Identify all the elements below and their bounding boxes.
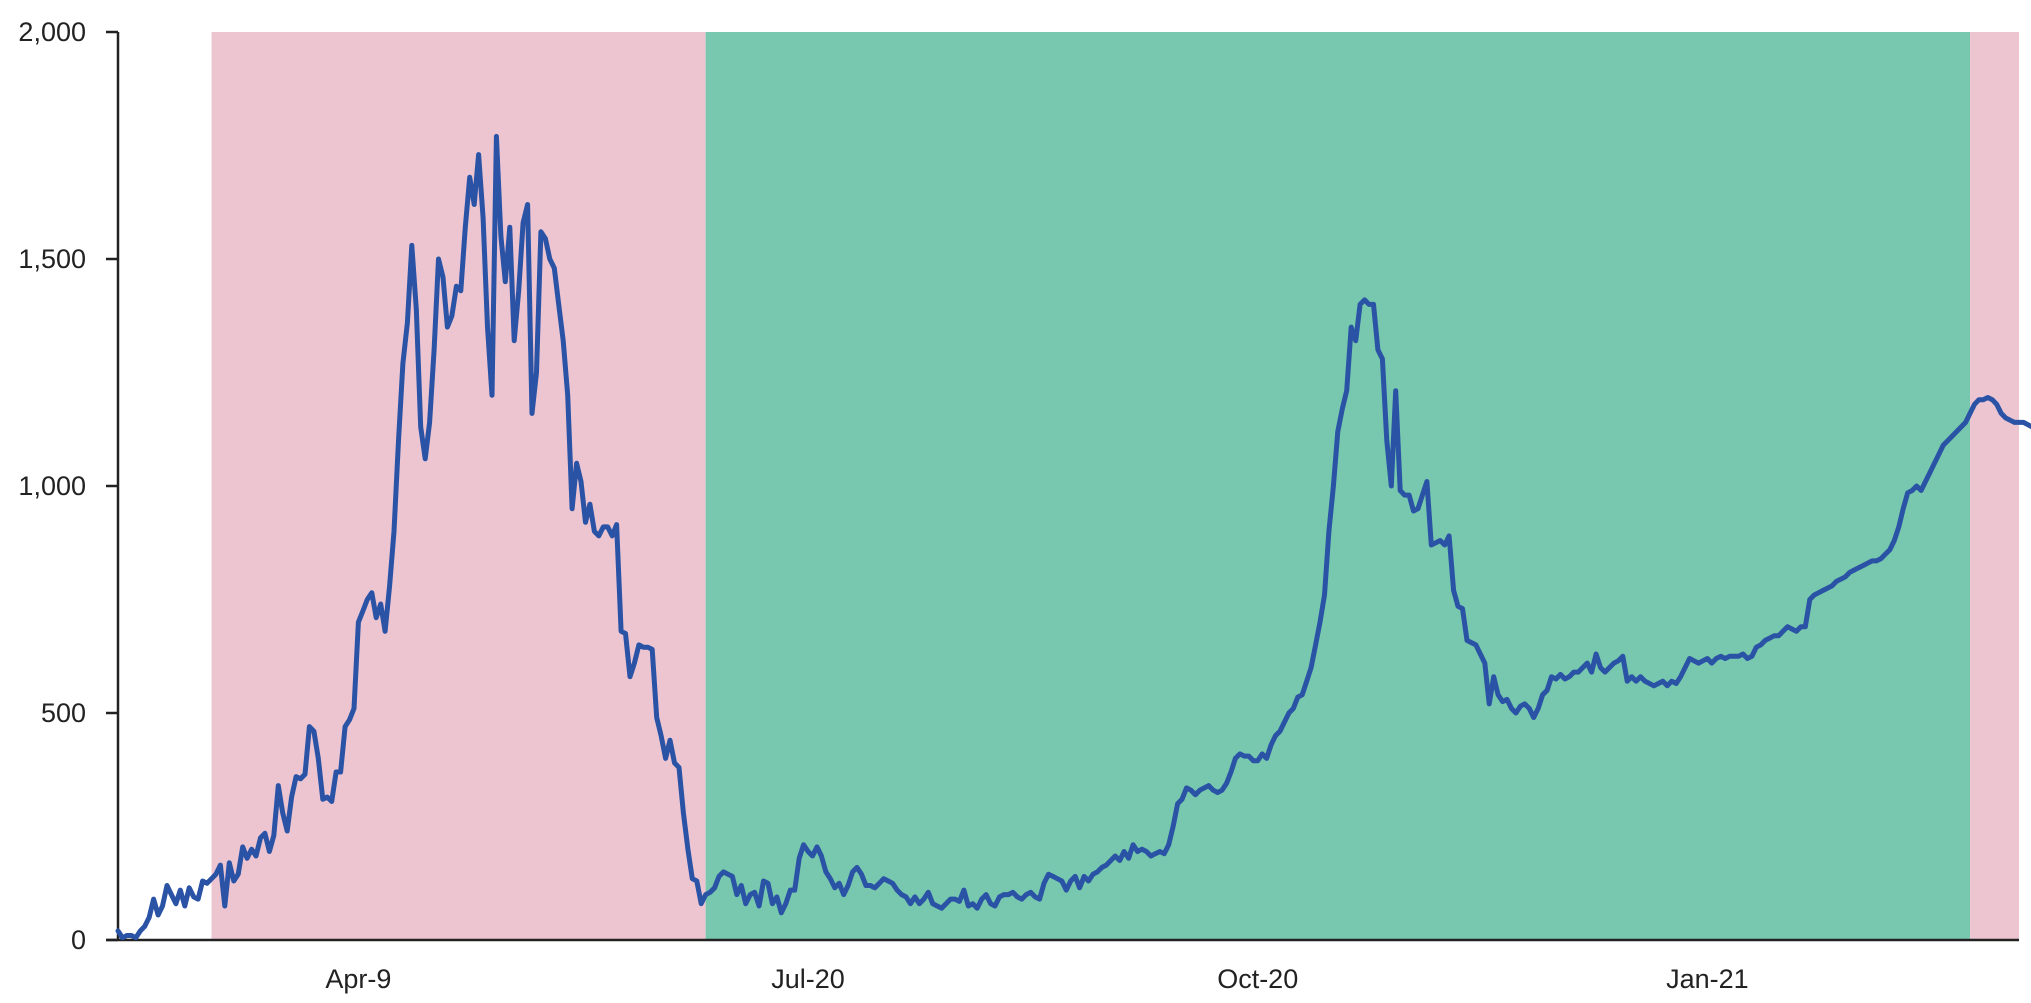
- y-tick-label: 0: [71, 925, 86, 955]
- y-tick-label: 1,500: [18, 244, 86, 274]
- period-band-2: [1970, 32, 2019, 940]
- x-tick-label: Jul-20: [771, 964, 845, 994]
- y-tick-label: 2,000: [18, 17, 86, 47]
- series-line-0: [115, 133, 2031, 941]
- period-band-0: [211, 32, 706, 940]
- x-tick-label: Apr-9: [325, 964, 391, 994]
- y-tick-label: 1,000: [18, 471, 86, 501]
- x-tick-label: Oct-20: [1217, 964, 1298, 994]
- series-group: [115, 133, 2031, 941]
- x-tick-label: Jan-21: [1666, 964, 1749, 994]
- period-bands: [211, 32, 2019, 940]
- y-ticks: 0 500 1,000 1,500 2,000: [18, 17, 118, 955]
- y-tick-label: 500: [41, 698, 86, 728]
- period-band-1: [705, 32, 1971, 940]
- x-ticks: Apr-9 Jul-20 Oct-20 Jan-21: [325, 964, 1748, 994]
